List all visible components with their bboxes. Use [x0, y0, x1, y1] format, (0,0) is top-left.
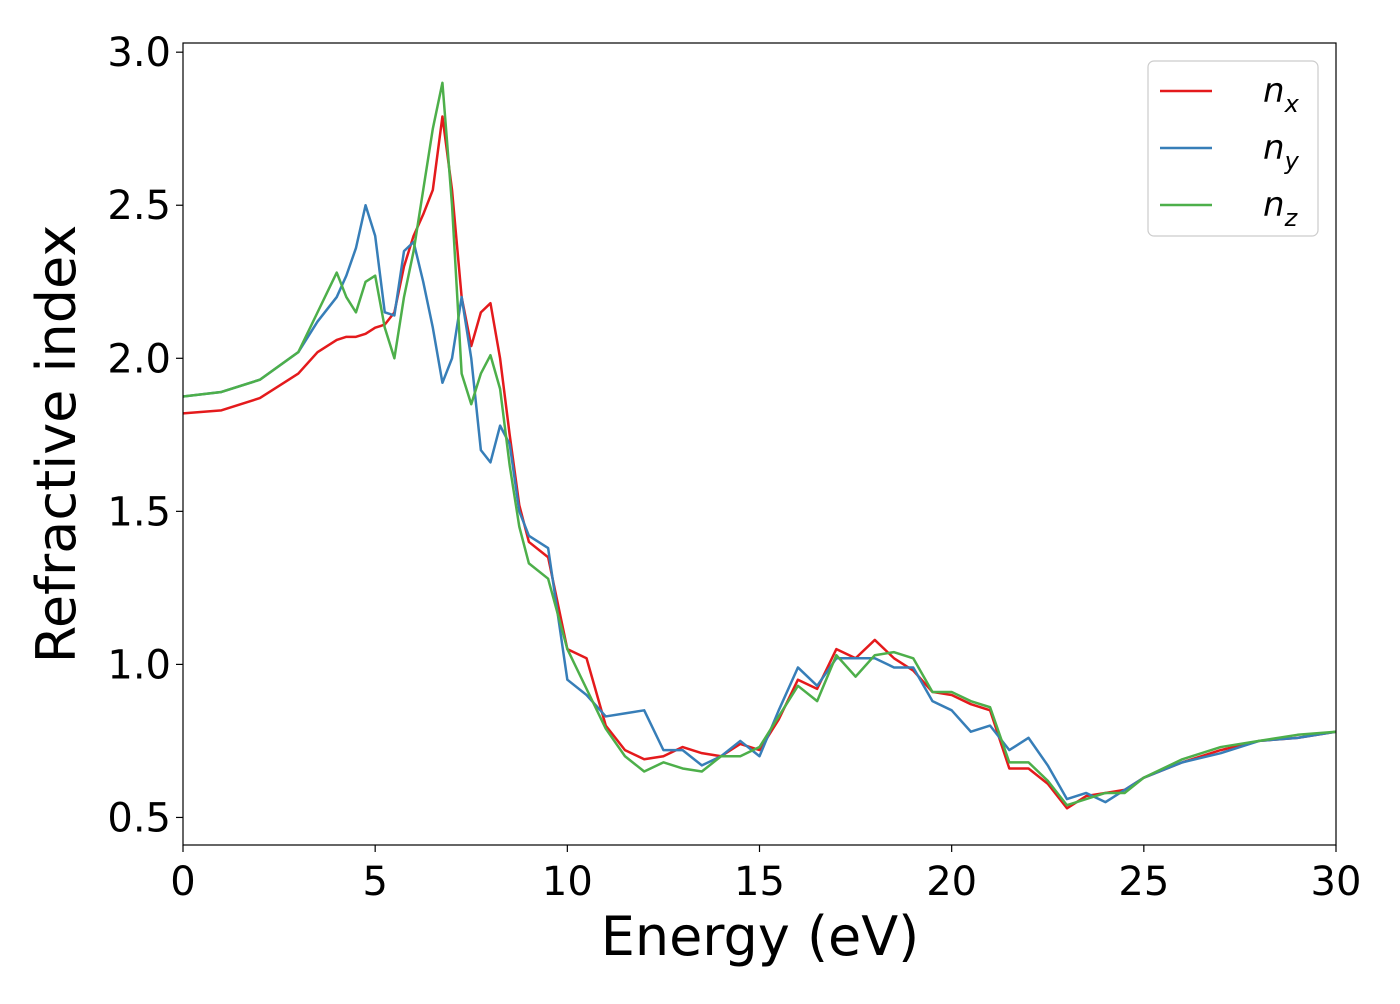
- legend-label: nz: [1263, 185, 1299, 232]
- y-tick-label: 1.5: [107, 489, 171, 535]
- x-tick-label: 0: [170, 859, 195, 905]
- y-tick-label: 2.0: [107, 336, 171, 382]
- x-tick-label: 25: [1118, 859, 1169, 905]
- series-line: [183, 81, 1336, 807]
- x-tick-label: 30: [1311, 859, 1362, 905]
- y-axis-label: Refractive index: [25, 225, 88, 664]
- y-tick-label: 0.5: [107, 795, 171, 841]
- legend-box: [1147, 60, 1319, 237]
- x-tick-label: 10: [542, 859, 593, 905]
- plot-frame: [182, 42, 1337, 846]
- series-line: [183, 115, 1336, 810]
- legend-label: ny: [1263, 128, 1300, 175]
- y-tick-label: 3.0: [107, 30, 171, 76]
- y-tick-label: 2.5: [107, 183, 171, 229]
- series-line: [183, 203, 1336, 804]
- x-axis-label: Energy (eV): [601, 905, 920, 968]
- x-tick-label: 15: [734, 859, 785, 905]
- legend-label: nx: [1263, 71, 1300, 118]
- x-tick-label: 5: [362, 859, 387, 905]
- y-tick-label: 1.0: [107, 642, 171, 688]
- x-tick-label: 20: [926, 859, 977, 905]
